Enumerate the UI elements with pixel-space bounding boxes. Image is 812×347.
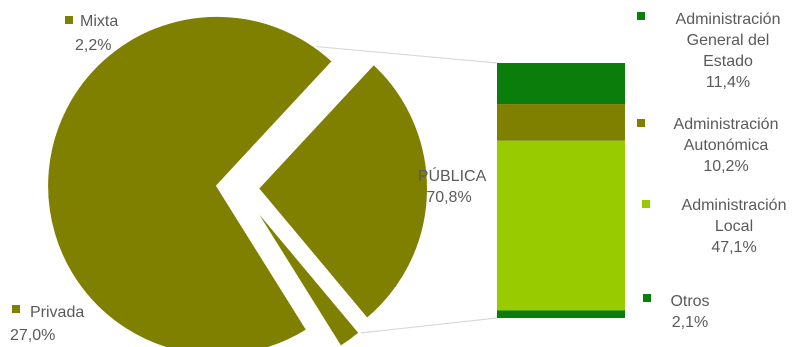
mixta-name-label: Mixta — [80, 13, 118, 30]
segment-1-legend-marker — [637, 12, 645, 20]
pie — [46, 14, 429, 347]
pie-slice-p-blica — [46, 14, 335, 347]
segment-3-name-line: Local — [715, 218, 753, 235]
mixta-value-label: 2,2% — [75, 37, 111, 54]
segment-2-name-line: Autonómica — [684, 137, 769, 154]
segment-1-name-line: Estado — [703, 53, 753, 70]
pie-slice-privada — [256, 62, 429, 321]
segment-4-value-label: 2,1% — [672, 314, 708, 331]
publica-name-label: PÚBLICA — [418, 166, 487, 185]
segment-4-name-line: Otros — [670, 293, 709, 310]
segment-1-value-label: 11,4% — [706, 74, 750, 91]
breakdown-labels: Administración General del Estado 11,4% Admi… — [637, 11, 786, 331]
segment-3-value-label: 47,1% — [711, 239, 756, 256]
segment-2-name-line: Administración — [674, 116, 779, 133]
breakdown-bar — [497, 63, 625, 318]
bar-segment-4 — [497, 310, 625, 318]
privada-legend-marker — [12, 305, 20, 313]
mixta-legend-marker — [65, 16, 73, 24]
bar-segment-2 — [497, 104, 625, 141]
segment-2-legend-marker — [637, 119, 645, 127]
segment-2-value-label: 10,2% — [703, 158, 748, 175]
privada-value-label: 27,0% — [10, 327, 55, 344]
bar-segment-3 — [497, 140, 625, 311]
segment-3-legend-marker — [642, 200, 650, 208]
segment-3-name-line: Administración — [682, 197, 787, 214]
segment-1-name-line: Administración — [676, 11, 781, 28]
privada-name-label: Privada — [30, 304, 84, 321]
bar-segment-1 — [497, 63, 625, 105]
connector-line-2 — [359, 317, 498, 334]
publica-value-label: 70,8% — [426, 189, 471, 206]
segment-1-name-line: General del — [687, 32, 770, 49]
segment-4-legend-marker — [643, 294, 651, 302]
